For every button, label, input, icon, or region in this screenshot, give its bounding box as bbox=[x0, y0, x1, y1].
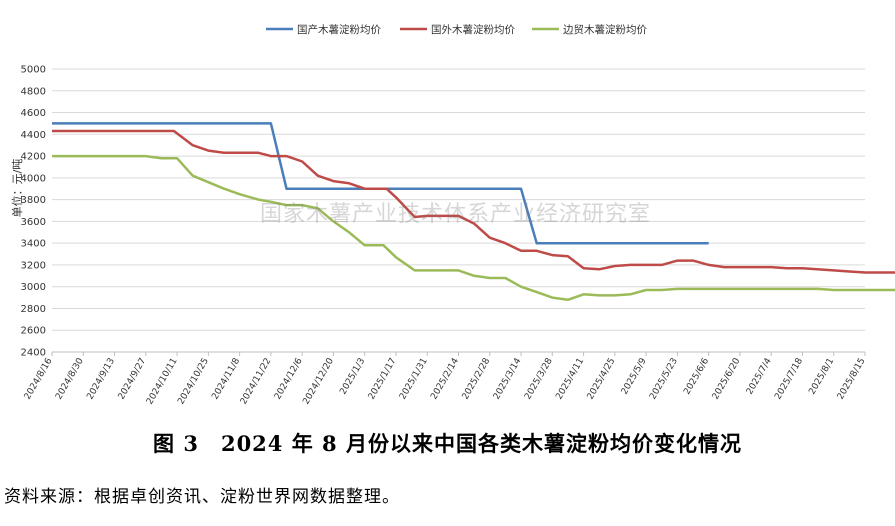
y-tick-label: 5000 bbox=[21, 65, 46, 76]
x-tick-label: 2024/10/11 bbox=[145, 357, 180, 407]
y-tick-label: 4000 bbox=[21, 173, 46, 184]
x-tick-label: 2025/2/28 bbox=[461, 356, 493, 401]
legend-label-1: 国产木薯淀粉均价 bbox=[297, 23, 381, 36]
x-tick-label: 2025/1/31 bbox=[398, 357, 430, 402]
y-axis-ticks: 2400 2600 2800 3000 3200 3400 3600 3800 4000 4200… bbox=[21, 65, 46, 359]
x-tick-label: 2025/8/1 bbox=[807, 357, 836, 397]
y-axis-label: 单位：元/吨 bbox=[10, 159, 24, 218]
legend-label-2: 国外木薯淀粉均价 bbox=[431, 23, 515, 36]
x-tick-label: 2025/8/15 bbox=[836, 357, 868, 402]
y-tick-label: 4200 bbox=[21, 152, 46, 163]
y-tick-label: 3200 bbox=[21, 260, 46, 271]
legend-label-3: 边贸木薯淀粉均价 bbox=[563, 23, 647, 36]
y-tick-label: 4400 bbox=[21, 130, 46, 141]
y-tick-label: 3800 bbox=[21, 195, 46, 206]
x-tick-label: 2025/3/28 bbox=[523, 356, 555, 401]
line-chart: 2400 2600 2800 3000 3200 3400 3600 3800 4000 4200… bbox=[10, 23, 895, 406]
grid-lines bbox=[52, 68, 865, 353]
x-tick-label: 2025/5/23 bbox=[648, 357, 680, 402]
x-tick-label: 2025/6/6 bbox=[682, 356, 711, 396]
x-tick-label: 2024/11/8 bbox=[210, 356, 242, 401]
x-tick-label: 2024/9/13 bbox=[85, 357, 117, 402]
source-note: 资料来源：根据卓创资讯、淀粉世界网数据整理。 bbox=[4, 487, 400, 507]
x-tick-label: 2025/4/25 bbox=[586, 357, 618, 402]
series-lines bbox=[52, 122, 895, 302]
x-tick-label: 2025/5/9 bbox=[620, 356, 649, 396]
x-tick-label: 2024/12/20 bbox=[301, 356, 336, 406]
series-line-2 bbox=[52, 129, 895, 274]
x-tick-label: 2025/7/18 bbox=[773, 356, 805, 401]
y-tick-label: 2800 bbox=[21, 304, 46, 315]
x-tick-label: 2025/2/14 bbox=[429, 356, 461, 401]
figure-caption: 图 3 2024 年 8 月份以来中国各类木薯淀粉均价变化情况 bbox=[153, 431, 742, 456]
series-line-1 bbox=[52, 122, 709, 245]
legend: 国产木薯淀粉均价 国外木薯淀粉均价 边贸木薯淀粉均价 bbox=[266, 23, 647, 36]
x-tick-label: 2024/8/16 bbox=[23, 356, 55, 401]
x-tick-label: 2024/11/22 bbox=[239, 357, 274, 407]
x-tick-label: 2025/4/11 bbox=[554, 357, 586, 402]
x-axis-ticks: 2024/8/16 2024/8/30 2024/9/13 2024/9/272024… bbox=[23, 352, 868, 406]
y-tick-label: 3400 bbox=[21, 239, 46, 250]
x-tick-label: 2024/12/6 bbox=[273, 356, 305, 401]
y-tick-label: 2400 bbox=[21, 348, 46, 359]
watermark: 国家木薯产业技术体系产业经济研究室 bbox=[260, 202, 652, 227]
x-tick-label: 2025/1/17 bbox=[367, 357, 399, 402]
x-tick-label: 2024/9/27 bbox=[117, 357, 149, 402]
y-tick-label: 2600 bbox=[21, 326, 46, 337]
y-tick-label: 4800 bbox=[21, 86, 46, 97]
y-tick-label: 3000 bbox=[21, 282, 46, 293]
y-tick-label: 4600 bbox=[21, 108, 46, 119]
x-tick-label: 2024/10/25 bbox=[176, 357, 211, 407]
x-tick-label: 2025/3/14 bbox=[492, 356, 524, 401]
x-tick-label: 2024/8/30 bbox=[54, 356, 86, 401]
series-line-3 bbox=[52, 154, 895, 302]
y-tick-label: 3600 bbox=[21, 217, 46, 228]
x-tick-label: 2025/1/3 bbox=[338, 357, 367, 397]
x-tick-label: 2025/7/4 bbox=[745, 356, 774, 396]
x-tick-label: 2025/6/20 bbox=[711, 356, 743, 401]
